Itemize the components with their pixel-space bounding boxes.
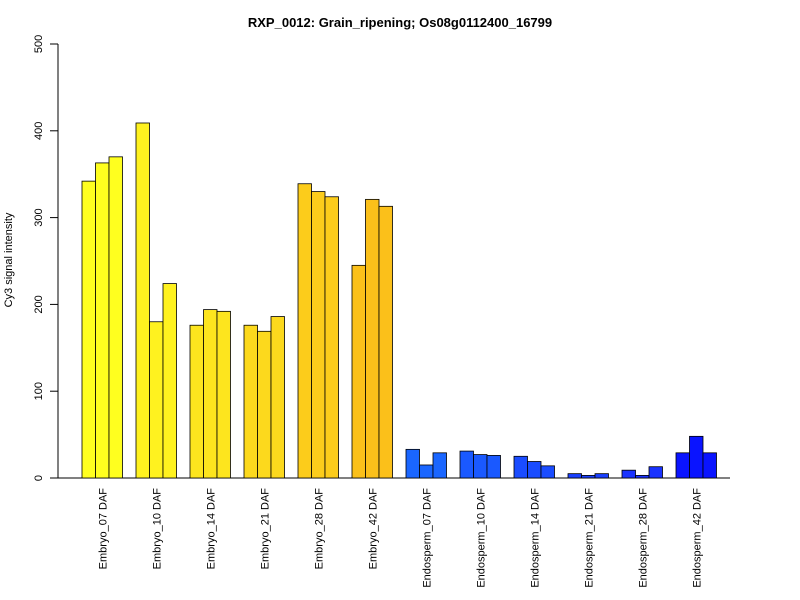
y-tick-label: 500	[33, 35, 45, 53]
bar	[432, 452, 447, 479]
bar	[675, 452, 690, 479]
x-category-label: Endosperm_10 DAF	[475, 488, 487, 588]
bar	[95, 162, 110, 479]
y-ticks: 0 100 200 300 400 500	[33, 35, 58, 481]
bar	[581, 474, 596, 479]
bar	[702, 452, 717, 479]
bar	[135, 122, 150, 479]
bar	[567, 473, 582, 479]
x-category-label: Endosperm_42 DAF	[691, 488, 703, 588]
bar	[270, 316, 285, 479]
bar	[405, 448, 420, 479]
y-tick-label: 400	[33, 122, 45, 140]
x-category-label: Embryo_14 DAF	[205, 488, 217, 570]
bar	[243, 324, 258, 479]
bar	[189, 324, 204, 479]
bar	[297, 183, 312, 479]
y-tick-label: 100	[33, 382, 45, 400]
category-labels: Embryo_07 DAF Embryo_10 DAF Embryo_14 DAF E…	[97, 488, 703, 588]
y-tick-label: 200	[33, 295, 45, 313]
bar	[216, 310, 231, 479]
x-category-label: Embryo_07 DAF	[97, 488, 109, 570]
bar	[311, 191, 326, 479]
bar	[473, 454, 488, 479]
bar	[635, 474, 650, 479]
chart-title: RXP_0012: Grain_ripening; Os08g0112400_1…	[248, 15, 552, 30]
bar	[257, 330, 272, 479]
bar	[419, 464, 434, 479]
bar	[203, 309, 218, 479]
bar	[594, 473, 609, 479]
bar	[365, 198, 380, 479]
x-category-label: Endosperm_07 DAF	[421, 488, 433, 588]
y-tick-label: 0	[33, 475, 45, 481]
x-category-label: Embryo_10 DAF	[151, 488, 163, 570]
bar	[149, 321, 164, 479]
bar	[108, 156, 123, 479]
x-category-label: Endosperm_14 DAF	[529, 488, 541, 588]
bar	[378, 205, 393, 479]
y-axis-label: Cy3 signal intensity	[3, 212, 15, 307]
x-category-label: Embryo_28 DAF	[313, 488, 325, 570]
bars	[81, 122, 717, 479]
x-category-label: Embryo_21 DAF	[259, 488, 271, 570]
bar	[81, 180, 96, 479]
x-category-label: Endosperm_28 DAF	[637, 488, 649, 588]
bar	[162, 283, 177, 479]
bar	[540, 465, 555, 479]
bar	[527, 461, 542, 479]
bar	[689, 435, 704, 479]
bar	[486, 455, 501, 479]
bar	[648, 466, 663, 479]
bar	[351, 264, 366, 479]
bar	[513, 455, 528, 479]
x-category-label: Embryo_42 DAF	[367, 488, 379, 570]
x-category-label: Endosperm_21 DAF	[583, 488, 595, 588]
bar	[459, 450, 474, 479]
bar	[324, 196, 339, 479]
bar	[621, 469, 636, 479]
y-tick-label: 300	[33, 208, 45, 226]
